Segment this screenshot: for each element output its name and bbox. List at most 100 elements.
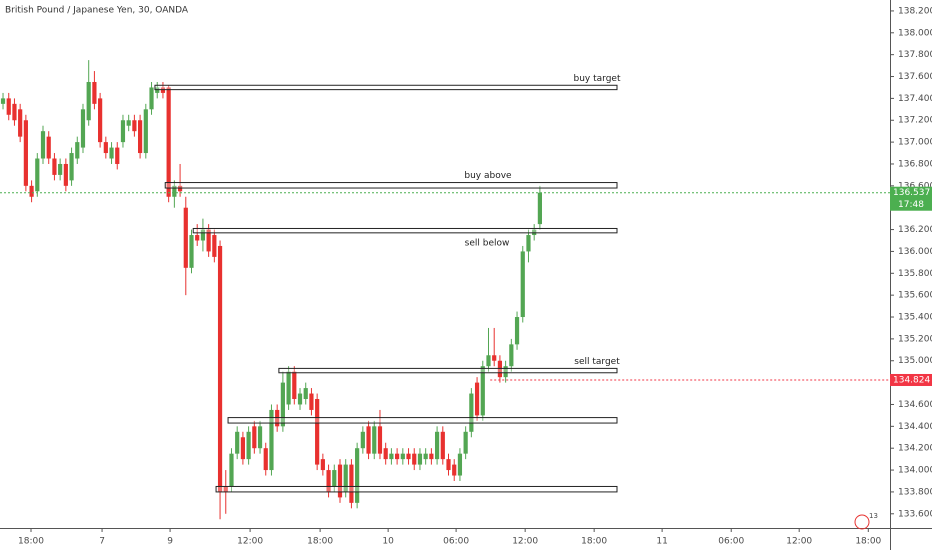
candle-body [446,459,451,471]
candle-body [63,163,68,186]
y-tick-label: 134.000 [898,466,932,476]
candle-body [280,382,285,427]
candle-body [200,229,206,241]
candle-body [355,448,360,503]
y-tick-label: 134.200 [898,444,932,454]
candle-body [155,87,160,93]
candle-body [212,235,217,257]
candle-body [372,426,377,454]
candle-body [263,448,268,471]
candle-body [137,120,143,154]
y-tick-label: 137.800 [898,50,932,60]
candle-body [389,453,394,460]
candle-body [440,431,445,460]
candle-body [337,464,343,498]
candle-body [514,317,520,345]
candle-body [52,158,57,175]
candle-body [406,453,411,460]
candle-body [35,158,40,192]
x-tick-label: 06:00 [718,537,744,547]
x-tick-label: 18:00 [307,537,333,547]
candle-body [520,251,525,318]
candle-body [120,120,126,143]
y-tick-label: 137.600 [898,72,932,82]
y-tick-label: 136.200 [898,225,932,235]
candle-body [252,426,257,449]
candle-body [58,163,63,175]
chart-title: British Pound / Japanese Yen, 30, OANDA [5,6,189,16]
candle-body [92,81,97,104]
candle-body [109,147,114,159]
candle-body [160,87,166,93]
x-tick-label: 18:00 [18,537,44,547]
y-tick-label: 133.800 [898,487,932,497]
price-badge [890,373,932,386]
candle-body [360,431,365,449]
badge: 13 [869,512,878,520]
candle-body [480,366,485,416]
candle-body [303,388,308,400]
candle-body [206,229,211,252]
level-box [278,367,618,374]
candle-body [417,453,423,465]
candle-body [126,120,131,126]
candle-body [143,109,148,154]
candle-body [326,470,331,492]
y-tick-label: 136.800 [898,159,932,169]
level-label: sell target [574,357,620,367]
y-tick-label: 137.200 [898,116,932,126]
candle-body [177,185,183,192]
candle-body [69,153,74,181]
candle-body [86,81,91,121]
candle-body [103,142,108,154]
candle-body [315,399,320,465]
logo [854,514,870,530]
candle-body [0,98,6,104]
y-tick-label: 138.000 [898,28,932,38]
y-tick-label: 134.600 [898,400,932,410]
candle-body [217,245,223,492]
candle-body [18,109,23,137]
candle-body [537,192,542,225]
candle-body [332,470,337,487]
candle-body [12,103,17,121]
y-tick-label: 137.400 [898,94,932,104]
y-tick-label: 135.000 [898,356,932,366]
level-label: buy above [464,171,512,181]
y-tick-label: 136.000 [898,247,932,257]
candle-body [486,355,491,367]
y-tick-label: 135.200 [898,334,932,344]
y-tick-label: 137.000 [898,138,932,148]
candle-body [457,453,463,476]
x-tick-label: 9 [167,537,173,547]
candle-body [98,98,103,143]
candle-body [235,431,240,454]
price-timer: 17:48 [898,200,924,210]
candle-body [195,235,200,241]
x-tick-label: 12:00 [512,537,538,547]
candle-body [40,131,46,159]
candle-body [429,453,434,460]
y-tick-label: 135.800 [898,269,932,279]
candle-body [229,453,234,487]
x-tick-label: 11 [656,537,667,547]
y-tick-label: 136.600 [898,181,932,191]
candle-body [452,464,457,476]
candle-body [166,87,171,197]
price-badge-label: 136.537 [893,188,930,198]
level-box [215,485,618,493]
candle-body [269,409,274,471]
y-tick-label: 135.400 [898,313,932,323]
candle-body [469,393,474,432]
candle-body [172,185,177,197]
candle-body [80,109,86,148]
level-box [227,417,618,424]
candle-body [6,98,11,115]
candle-body [75,142,80,159]
x-tick-label: 12:00 [786,537,812,547]
candle-body [434,431,440,460]
x-tick-label: 7 [99,537,105,547]
level-label: buy target [574,74,621,84]
level-box [192,227,618,234]
